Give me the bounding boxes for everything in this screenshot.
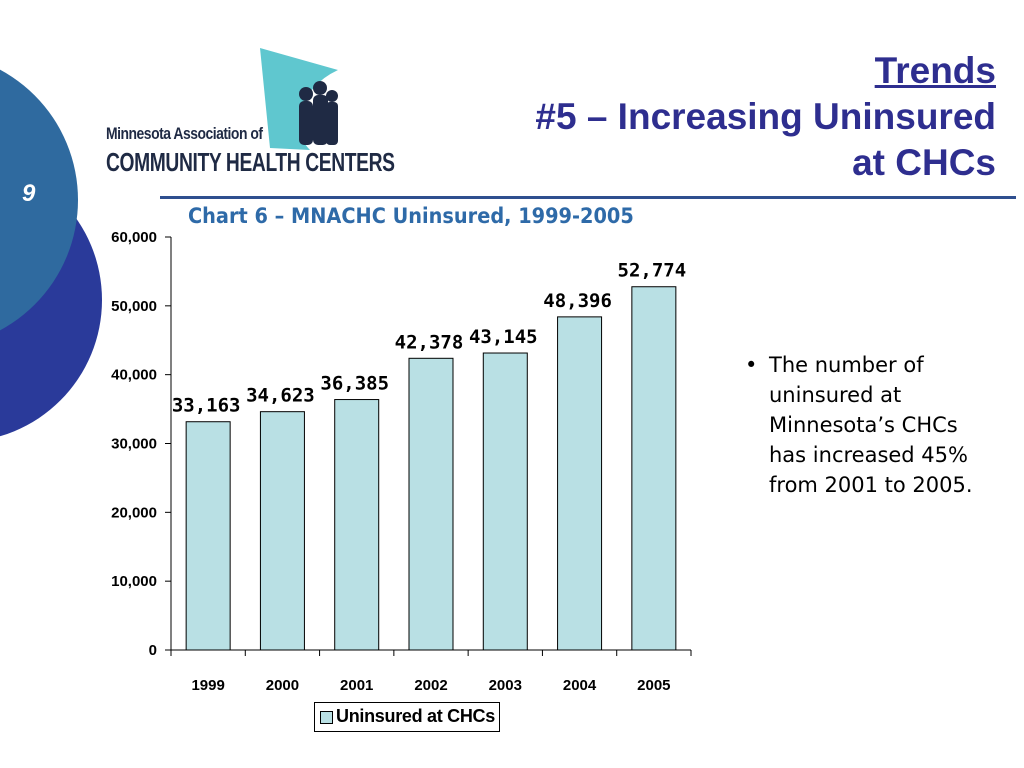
- y-tick-label: 60,000: [111, 229, 157, 246]
- x-tick-label: 2000: [266, 677, 299, 694]
- bar: [334, 399, 380, 651]
- bullet-marker: •: [745, 353, 758, 377]
- data-label: 52,774: [618, 260, 687, 282]
- title-divider: [160, 196, 1016, 199]
- bullet-list: • The number of uninsured at Minnesota’s…: [745, 350, 995, 500]
- inner-circle: [0, 69, 78, 331]
- logo-text-line2: COMMUNITY HEALTH CENTERS: [106, 147, 395, 177]
- slide-title: Trends #5 – Increasing Uninsured at CHCs: [535, 48, 996, 186]
- chart-title: Chart 6 – MNACHC Uninsured, 1999-2005: [188, 204, 634, 228]
- chart-legend: Uninsured at CHCs: [314, 702, 500, 732]
- x-tick-label: 2004: [563, 677, 597, 694]
- x-tick-label: 2005: [637, 677, 670, 694]
- title-trends: Trends: [874, 50, 996, 91]
- x-tick-label: 2002: [414, 677, 447, 694]
- bar: [557, 316, 603, 651]
- logo-graphic: [260, 48, 338, 150]
- bar: [408, 357, 454, 651]
- people-silhouettes-icon: [299, 81, 338, 145]
- title-line3: at CHCs: [852, 142, 996, 183]
- data-label: 43,145: [469, 326, 538, 348]
- data-label: 48,396: [543, 290, 612, 312]
- bar: [482, 352, 528, 651]
- y-tick-label: 30,000: [111, 436, 157, 453]
- legend-label: Uninsured at CHCs: [336, 706, 495, 726]
- legend-swatch: [320, 711, 333, 724]
- x-tick-label: 2001: [340, 677, 373, 694]
- title-line2: #5 – Increasing Uninsured: [535, 96, 996, 137]
- slide-number: 9: [22, 180, 36, 207]
- y-tick-label: 10,000: [111, 573, 157, 590]
- x-tick-label: 2003: [489, 677, 522, 694]
- y-tick-label: 20,000: [111, 504, 157, 521]
- y-tick-label: 0: [149, 642, 157, 659]
- y-tick-label: 50,000: [111, 298, 157, 315]
- bar: [259, 411, 305, 651]
- data-label: 42,378: [395, 331, 464, 353]
- bullet-item: The number of uninsured at Minnesota’s C…: [769, 353, 973, 497]
- data-label: 34,623: [246, 385, 315, 407]
- y-tick-label: 40,000: [111, 367, 157, 384]
- bar: [631, 286, 677, 651]
- data-label: 33,163: [172, 395, 241, 417]
- bar: [185, 421, 231, 651]
- x-tick-label: 1999: [191, 677, 224, 694]
- logo-text-line1: Minnesota Association of: [106, 124, 263, 143]
- mnachc-logo: Minnesota Association of COMMUNITY HEALT…: [100, 44, 395, 184]
- data-label: 36,385: [320, 373, 389, 395]
